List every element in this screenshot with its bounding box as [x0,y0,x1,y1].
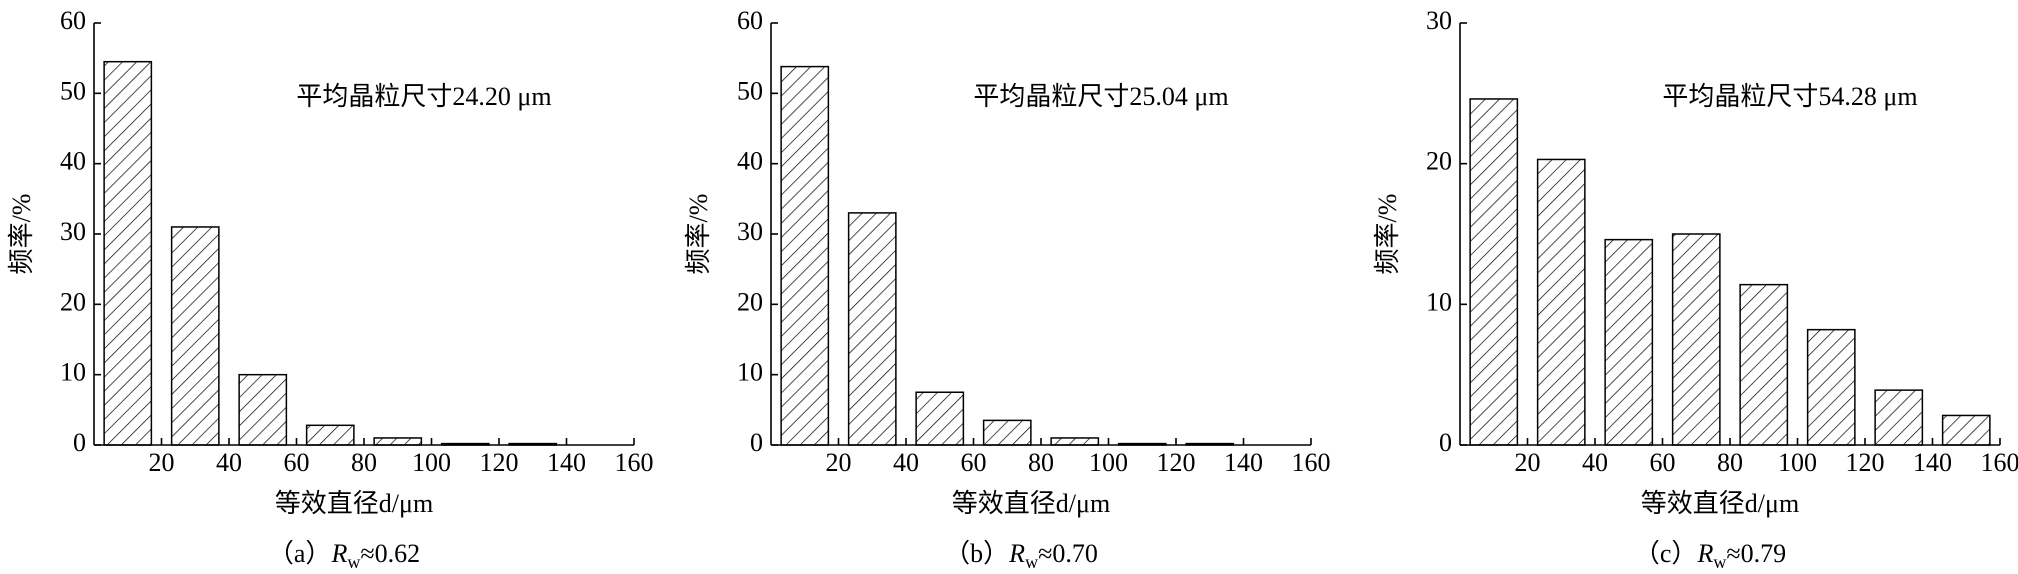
caption: （a）Rw≈0.62 [268,539,420,572]
x-tick-label: 60 [284,448,310,477]
y-tick-label: 30 [60,217,86,246]
y-tick-label: 30 [737,217,763,246]
x-axis-label: 等效直径d/μm [952,489,1110,518]
bar [1941,414,1991,446]
bar [1806,328,1856,446]
bar [103,60,153,446]
bar [1671,233,1721,446]
x-tick-label: 20 [1515,448,1541,477]
y-tick-label: 60 [60,6,86,35]
x-tick-label: 160 [1292,448,1331,477]
x-tick-label: 40 [216,448,242,477]
bar [170,226,220,446]
x-tick-label: 100 [1778,448,1817,477]
y-tick-label: 40 [737,147,763,176]
y-tick-label: 0 [1439,428,1452,457]
y-tick-label: 30 [1426,6,1452,35]
bar [1469,98,1519,446]
caption-value: ≈0.70 [1038,539,1098,568]
bar [1739,283,1789,446]
y-tick-label: 50 [60,76,86,105]
caption-label: （a） [268,539,332,568]
x-tick-label: 160 [1981,448,2018,477]
caption-subscript: w [1713,552,1726,572]
x-tick-label: 140 [1913,448,1952,477]
caption-label: （c） [1634,539,1698,568]
caption-subscript: w [1025,552,1038,572]
bar [238,373,288,446]
y-tick-label: 10 [1426,287,1452,316]
y-tick-label: 60 [737,6,763,35]
caption-value: ≈0.62 [360,539,420,568]
y-axis-label: 频率/% [7,194,36,275]
bar [305,424,355,446]
y-tick-label: 20 [1426,147,1452,176]
x-tick-label: 160 [615,448,654,477]
x-tick-label: 80 [351,448,377,477]
x-tick-label: 60 [1650,448,1676,477]
bar [982,419,1032,446]
y-tick-label: 0 [73,428,86,457]
bar [915,391,965,446]
bar [373,437,423,446]
bar [1050,437,1100,446]
caption-symbol: R [330,539,347,568]
caption-symbol: R [1008,539,1025,568]
caption-label: （b） [944,539,1009,568]
y-tick-label: 20 [737,287,763,316]
x-axis-label: 等效直径d/μm [275,489,433,518]
x-tick-label: 100 [412,448,451,477]
y-tick-label: 0 [750,428,763,457]
bar [780,65,830,446]
x-tick-label: 60 [961,448,987,477]
y-tick-label: 40 [60,147,86,176]
annotation: 平均晶粒尺寸25.04 μm [973,82,1228,111]
caption-value: ≈0.79 [1726,539,1786,568]
y-tick-label: 50 [737,76,763,105]
annotation: 平均晶粒尺寸24.20 μm [296,82,551,111]
caption-subscript: w [347,552,360,572]
caption-symbol: R [1696,539,1713,568]
x-tick-label: 40 [1582,448,1608,477]
y-tick-label: 10 [60,358,86,387]
y-axis-label: 频率/% [684,194,713,275]
y-tick-label: 20 [60,287,86,316]
x-tick-label: 120 [1157,448,1196,477]
x-tick-label: 20 [826,448,852,477]
x-tick-label: 100 [1089,448,1128,477]
y-axis-label: 频率/% [1373,194,1402,275]
bar [847,212,897,446]
x-tick-label: 140 [1224,448,1263,477]
x-tick-label: 120 [1846,448,1885,477]
x-tick-label: 140 [547,448,586,477]
y-tick-label: 10 [737,358,763,387]
bar [1604,238,1654,446]
bar [1536,158,1586,446]
x-tick-label: 80 [1717,448,1743,477]
x-tick-label: 40 [893,448,919,477]
x-tick-label: 20 [149,448,175,477]
bar [1874,389,1924,446]
caption: （b）Rw≈0.70 [944,539,1098,572]
x-tick-label: 80 [1028,448,1054,477]
caption: （c）Rw≈0.79 [1634,539,1786,572]
x-axis-label: 等效直径d/μm [1641,489,1799,518]
x-tick-label: 120 [480,448,519,477]
annotation: 平均晶粒尺寸54.28 μm [1662,82,1917,111]
